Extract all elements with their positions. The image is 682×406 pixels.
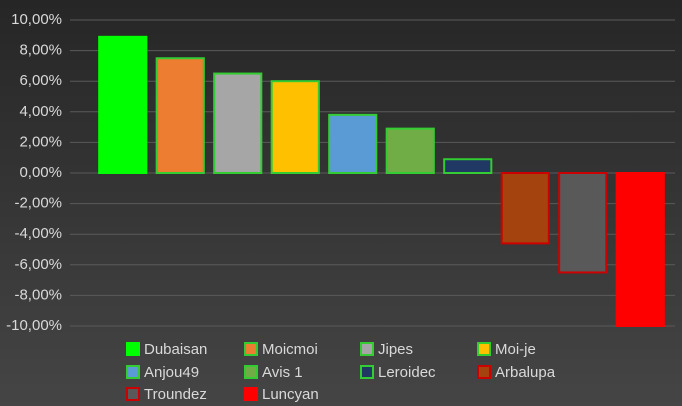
legend-swatch [244, 387, 258, 401]
bar [385, 127, 435, 175]
bar [155, 57, 205, 174]
bar [213, 72, 263, 174]
legend-swatch [244, 342, 258, 356]
bar [98, 35, 148, 174]
bar [500, 172, 550, 245]
legend-label: Moicmoi [262, 341, 318, 358]
legend-swatch [126, 365, 140, 379]
bar [615, 172, 665, 327]
legend-swatch [360, 365, 374, 379]
bar [443, 158, 493, 174]
legend-label: Troundez [144, 386, 207, 403]
bar [270, 80, 320, 174]
legend-label: Avis 1 [262, 364, 303, 381]
y-tick-label: -10,00% [6, 317, 62, 334]
y-tick-label: 8,00% [19, 42, 62, 59]
y-tick-label: 4,00% [19, 103, 62, 120]
y-tick-label: 0,00% [19, 164, 62, 181]
bar [558, 172, 608, 274]
legend-label: Jipes [378, 341, 413, 358]
y-tick-label: -6,00% [14, 256, 62, 273]
y-tick-label: -2,00% [14, 195, 62, 212]
y-tick-label: 2,00% [19, 133, 62, 150]
legend-label: Dubaisan [144, 341, 207, 358]
legend-label: Leroidec [378, 364, 436, 381]
legend-swatch [244, 365, 258, 379]
y-tick-label: -8,00% [14, 286, 62, 303]
y-tick-label: -4,00% [14, 225, 62, 242]
legend-label: Luncyan [262, 386, 319, 403]
y-tick-label: 10,00% [11, 11, 62, 28]
legend-swatch [126, 342, 140, 356]
legend-label: Arbalupa [495, 364, 556, 381]
legend-label: Moi-je [495, 341, 536, 358]
bar [328, 113, 378, 174]
legend-swatch [360, 342, 374, 356]
y-tick-label: 6,00% [19, 72, 62, 89]
legend-swatch [126, 387, 140, 401]
legend-swatch [477, 365, 491, 379]
legend-swatch [477, 342, 491, 356]
legend-label: Anjou49 [144, 364, 199, 381]
